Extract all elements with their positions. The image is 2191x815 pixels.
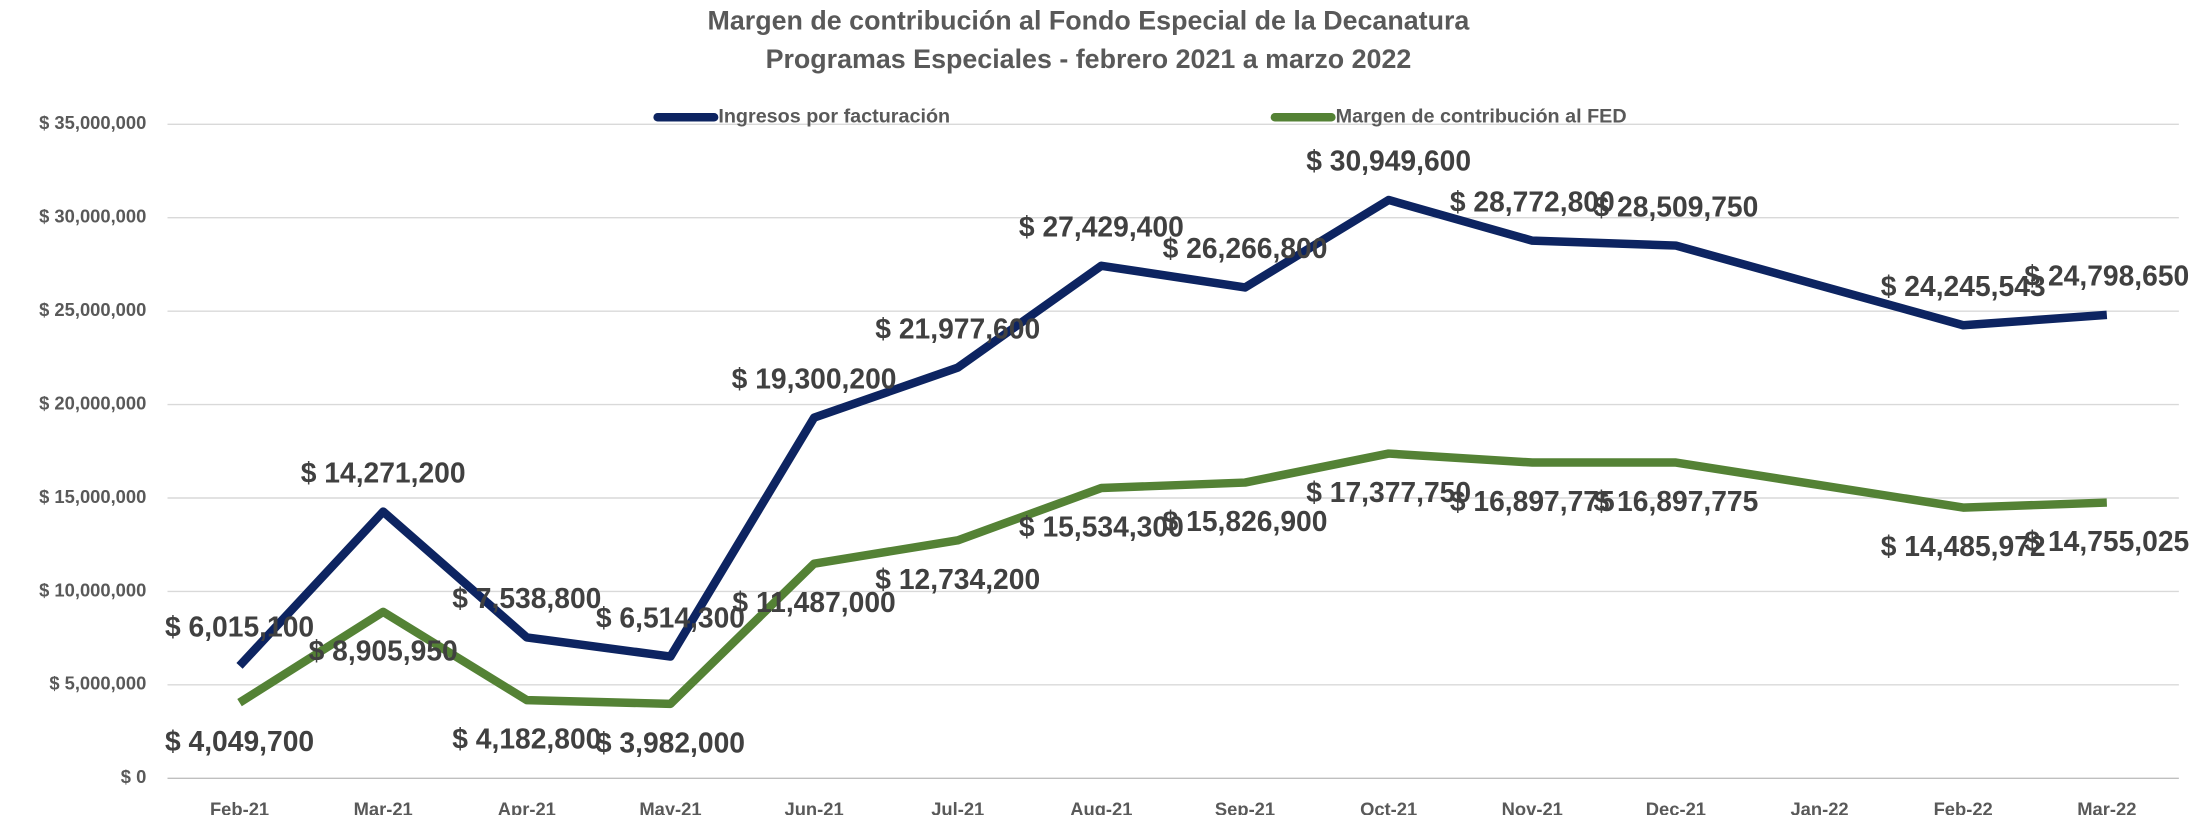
data-label: $ 14,755,025 (2024, 525, 2189, 557)
x-tick-label: Dec-21 (1646, 799, 1706, 815)
data-label: $ 16,897,775 (1593, 485, 1758, 517)
x-tick-label: Mar-21 (354, 799, 413, 815)
data-label: $ 8,905,950 (309, 634, 458, 666)
y-tick-label: $ 0 (121, 766, 147, 787)
data-label: $ 28,509,750 (1593, 190, 1758, 222)
data-label: $ 16,897,775 (1450, 485, 1615, 517)
x-tick-label: Jul-21 (931, 799, 984, 815)
data-label: $ 21,977,600 (875, 312, 1040, 344)
data-label: $ 27,429,400 (1019, 210, 1184, 242)
data-label: $ 15,826,900 (1163, 505, 1328, 537)
data-label: $ 24,798,650 (2024, 260, 2189, 292)
x-tick-label: Feb-21 (210, 799, 269, 815)
legend-label: Ingresos por facturación (718, 105, 950, 127)
data-label: $ 6,015,100 (165, 611, 314, 643)
x-tick-label: Sep-21 (1215, 799, 1275, 815)
chart-subtitle: Programas Especiales - febrero 2021 a ma… (766, 44, 1412, 74)
x-tick-label: Apr-21 (498, 799, 556, 815)
x-tick-label: Feb-22 (1934, 799, 1993, 815)
y-tick-label: $ 30,000,000 (39, 206, 146, 227)
data-label: $ 19,300,200 (732, 362, 897, 394)
data-label: $ 15,534,300 (1019, 510, 1184, 542)
data-label: $ 14,271,200 (301, 456, 466, 488)
x-tick-label: Jun-21 (784, 799, 843, 815)
data-label: $ 26,266,800 (1163, 232, 1328, 264)
data-label: $ 17,377,750 (1306, 476, 1471, 508)
x-tick-label: Jan-22 (1790, 799, 1848, 815)
data-label: $ 4,182,800 (452, 723, 601, 755)
data-label: $ 6,514,300 (596, 601, 745, 633)
x-tick-label: Mar-22 (2077, 799, 2136, 815)
x-tick-label: Oct-21 (1360, 799, 1417, 815)
data-label: $ 14,485,972 (1881, 530, 2046, 562)
data-label: $ 11,487,000 (732, 586, 895, 618)
data-label: $ 12,734,200 (875, 563, 1040, 595)
x-tick-label: May-21 (639, 799, 701, 815)
legend-label: Margen de contribución al FED (1336, 105, 1627, 127)
x-tick-label: Nov-21 (1502, 799, 1563, 815)
series-line (236, 195, 2108, 669)
data-label: $ 28,772,800 (1450, 185, 1615, 217)
y-tick-label: $ 20,000,000 (39, 392, 146, 413)
series-line (237, 449, 2107, 709)
data-label: $ 3,982,000 (596, 726, 745, 758)
data-label: $ 4,049,700 (165, 725, 314, 757)
data-label: $ 7,538,800 (452, 582, 601, 614)
y-tick-label: $ 25,000,000 (39, 299, 146, 320)
x-tick-label: Aug-21 (1070, 799, 1132, 815)
data-label: $ 30,949,600 (1306, 145, 1471, 177)
y-tick-label: $ 35,000,000 (39, 112, 146, 133)
y-tick-label: $ 5,000,000 (49, 673, 146, 694)
y-tick-label: $ 15,000,000 (39, 486, 146, 507)
chart-title: Margen de contribución al Fondo Especial… (708, 6, 1471, 36)
y-tick-label: $ 10,000,000 (39, 579, 146, 600)
data-label: $ 24,245,543 (1881, 270, 2046, 302)
